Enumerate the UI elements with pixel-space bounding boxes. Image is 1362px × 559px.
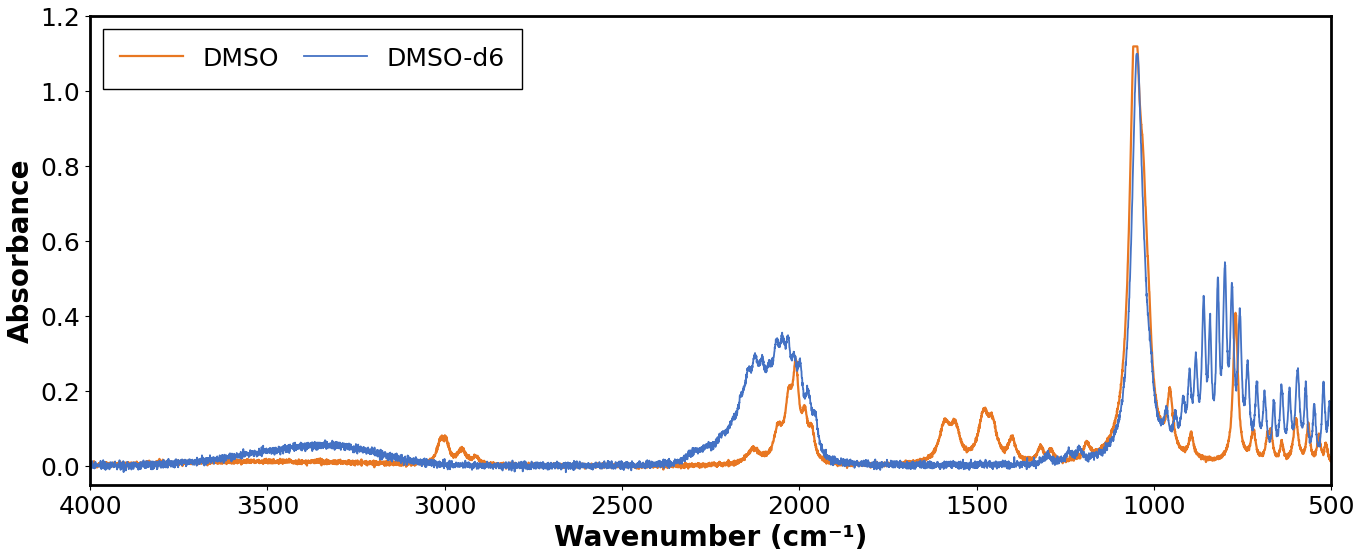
- DMSO: [1038, 452, 1054, 458]
- DMSO-d6: [1038, 453, 1054, 460]
- DMSO: [548, 464, 564, 471]
- DMSO-d6: [621, 462, 637, 469]
- DMSO: [253, 458, 270, 465]
- DMSO-d6: [1129, 50, 1145, 57]
- DMSO-d6: [557, 469, 573, 476]
- DMSO: [1106, 423, 1122, 429]
- DMSO: [1323, 457, 1339, 463]
- DMSO-d6: [1106, 430, 1122, 437]
- DMSO-d6: [82, 459, 98, 466]
- DMSO-d6: [1323, 428, 1339, 434]
- X-axis label: Wavenumber (cm⁻¹): Wavenumber (cm⁻¹): [554, 524, 868, 552]
- DMSO: [621, 461, 637, 468]
- Line: DMSO: DMSO: [90, 46, 1331, 470]
- Y-axis label: Absorbance: Absorbance: [7, 158, 35, 343]
- Legend: DMSO, DMSO-d6: DMSO, DMSO-d6: [102, 29, 523, 89]
- DMSO-d6: [1301, 433, 1317, 440]
- DMSO: [1125, 43, 1141, 50]
- DMSO-d6: [548, 460, 564, 467]
- DMSO: [1301, 426, 1317, 433]
- DMSO-d6: [253, 449, 270, 456]
- DMSO: [82, 462, 98, 468]
- Line: DMSO-d6: DMSO-d6: [90, 54, 1331, 472]
- DMSO: [655, 466, 671, 473]
